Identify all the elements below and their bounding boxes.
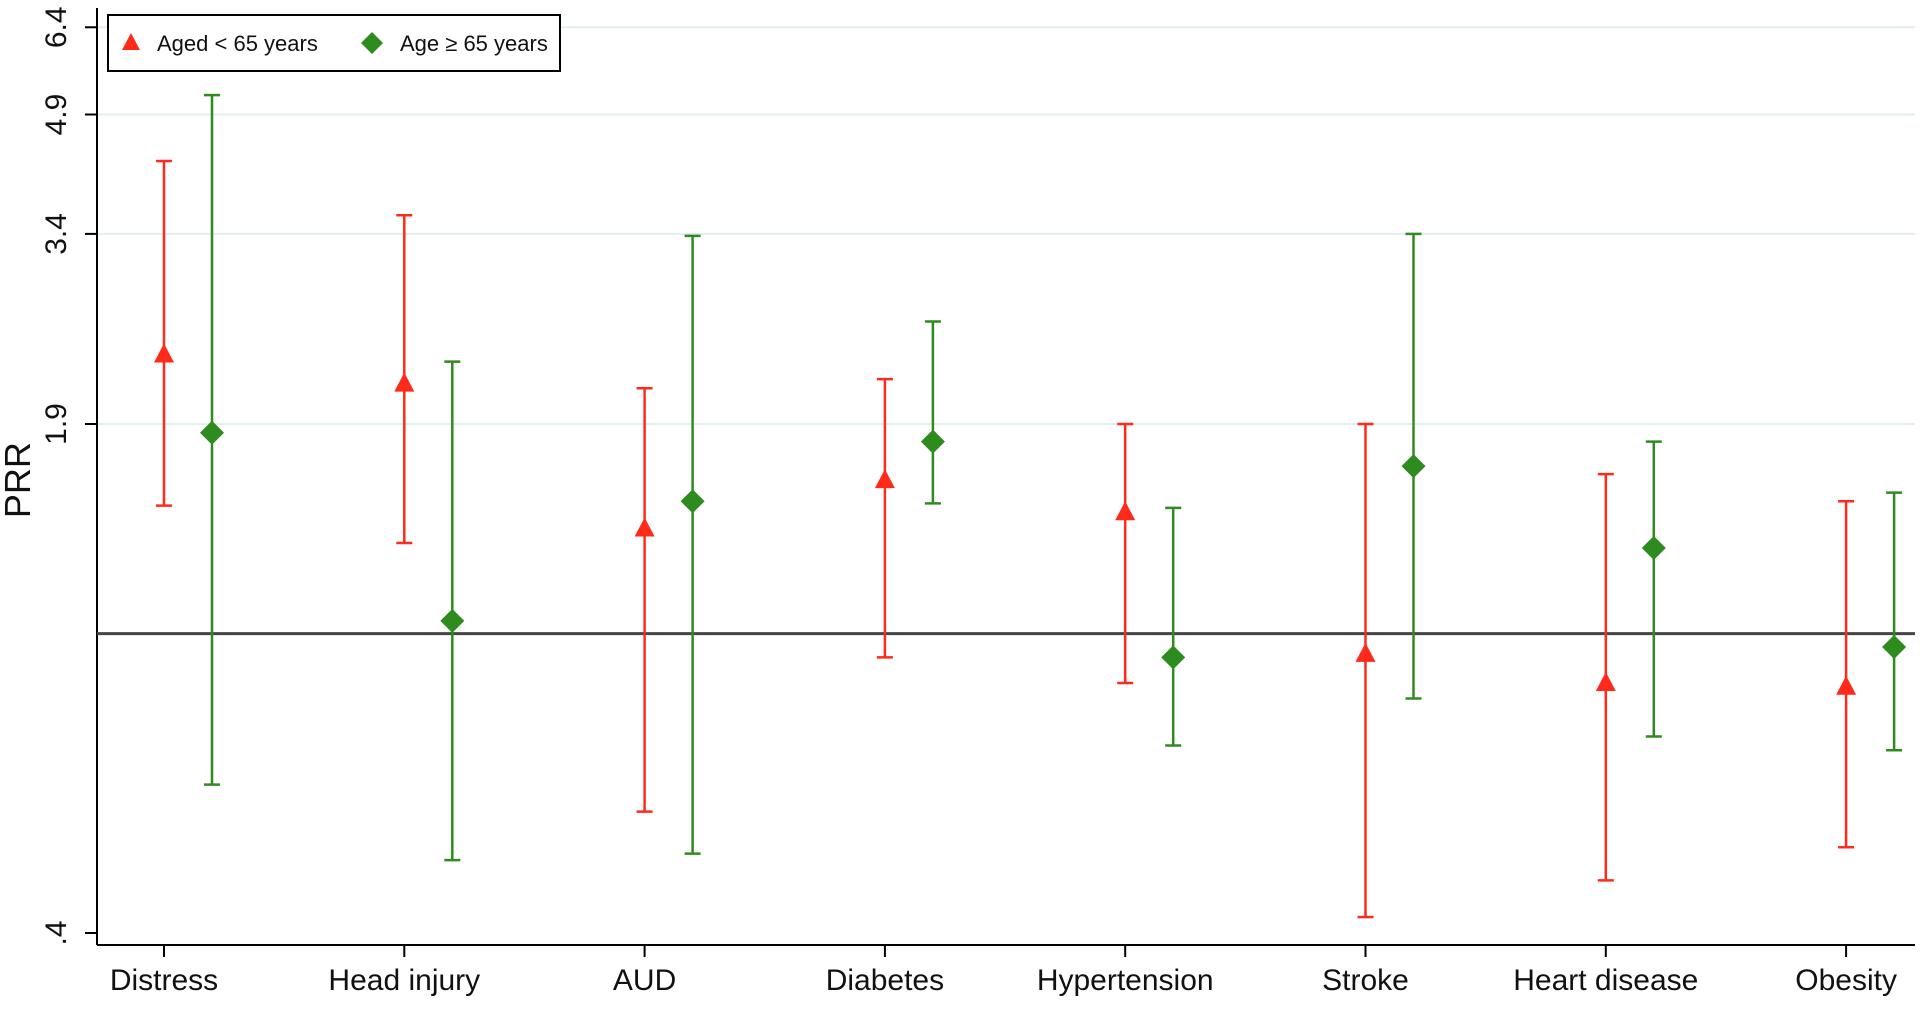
legend-marker-triangle	[122, 33, 140, 50]
x-tick-label: Hypertension	[1037, 964, 1214, 997]
x-tick-label: Heart disease	[1513, 964, 1698, 997]
y-tick-label: 3.4	[40, 213, 73, 255]
point-marker-triangle	[1836, 675, 1857, 695]
legend	[107, 14, 561, 72]
point-marker-triangle	[394, 372, 415, 392]
point-marker-diamond	[1882, 635, 1907, 660]
point-marker-diamond	[920, 429, 945, 454]
point-marker-triangle	[634, 517, 655, 537]
y-tick-label: 1.9	[40, 403, 73, 445]
y-tick-label: 4.9	[40, 94, 73, 136]
x-tick-label: Obesity	[1795, 964, 1897, 997]
y-tick-label: 6.4	[40, 6, 73, 48]
x-tick-label: Distress	[110, 964, 218, 997]
x-tick-label: Stroke	[1322, 964, 1409, 997]
point-marker-triangle	[1115, 501, 1136, 521]
point-marker-triangle	[1595, 671, 1616, 691]
legend-marker-diamond	[361, 32, 383, 54]
point-marker-diamond	[680, 489, 705, 514]
legend-label: Aged < 65 years	[157, 31, 318, 56]
point-marker-diamond	[440, 608, 465, 633]
point-marker-diamond	[1401, 454, 1426, 479]
point-marker-triangle	[874, 469, 895, 489]
y-axis-title: PRR	[0, 442, 38, 518]
y-tick-label: .4	[40, 920, 73, 945]
point-marker-diamond	[1161, 645, 1186, 670]
x-tick-label: Diabetes	[826, 964, 944, 997]
point-marker-triangle	[1355, 642, 1376, 662]
x-tick-label: Head injury	[328, 964, 480, 997]
point-marker-triangle	[154, 343, 174, 363]
point-marker-diamond	[200, 420, 224, 445]
x-tick-label: AUD	[613, 964, 676, 997]
point-marker-diamond	[1641, 535, 1666, 560]
legend-label: Age ≥ 65 years	[400, 31, 548, 56]
